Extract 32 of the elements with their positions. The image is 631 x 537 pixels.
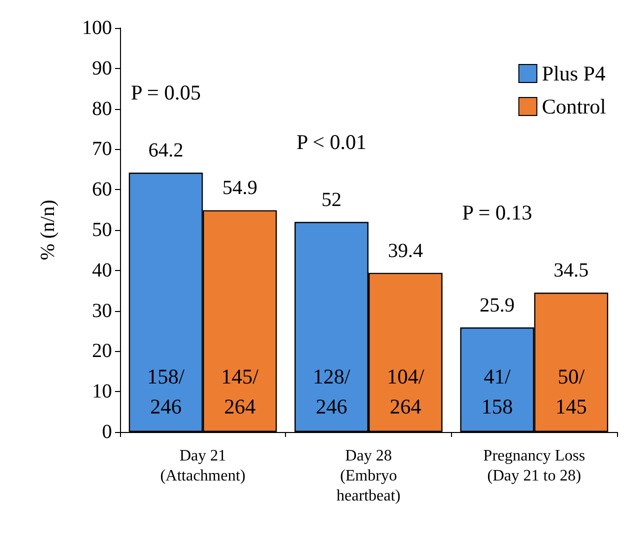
legend-label: Plus P4 — [542, 62, 606, 86]
x-tick-label: Day 28 (Embryo heartbeat) — [336, 448, 400, 504]
annotation: 158/ 246 — [147, 364, 185, 419]
annotation: P = 0.13 — [462, 200, 532, 225]
y-axis-title: % (n/n) — [37, 200, 59, 260]
y-tick-label: 0 — [102, 421, 112, 443]
annotation: P = 0.05 — [130, 80, 201, 105]
annotation: 41/ 158 — [481, 364, 513, 419]
y-tick-label: 50 — [92, 219, 112, 241]
y-tick-label: 10 — [92, 380, 112, 403]
annotation: 145/ 264 — [221, 364, 259, 419]
y-tick-label: 40 — [92, 259, 112, 282]
data-label: 25.9 — [480, 294, 515, 316]
y-tick-label: 80 — [92, 98, 112, 120]
y-tick-label: 20 — [92, 340, 112, 362]
y-tick-label: 100 — [82, 17, 112, 39]
data-label: 52 — [322, 188, 342, 211]
annotation: P < 0.01 — [296, 130, 366, 154]
y-tick-label: 90 — [92, 57, 112, 80]
data-label: 54.9 — [222, 177, 258, 200]
x-tick-label: Day 21 (Attachment) — [160, 448, 246, 484]
y-tick-label: 70 — [92, 138, 112, 160]
data-label: 39.4 — [388, 240, 423, 262]
data-label: 34.5 — [554, 260, 589, 282]
y-tick-label: 30 — [92, 300, 112, 322]
annotation: 128/ 246 — [312, 364, 350, 419]
annotation: 50/ 145 — [555, 364, 587, 419]
legend-label: Control — [542, 94, 606, 118]
data-label: 64.2 — [148, 140, 184, 162]
annotation: 104/ 264 — [386, 364, 424, 419]
x-tick-label: Pregnancy Loss (Day 21 to 28) — [483, 448, 586, 484]
y-tick-label: 60 — [92, 178, 112, 201]
